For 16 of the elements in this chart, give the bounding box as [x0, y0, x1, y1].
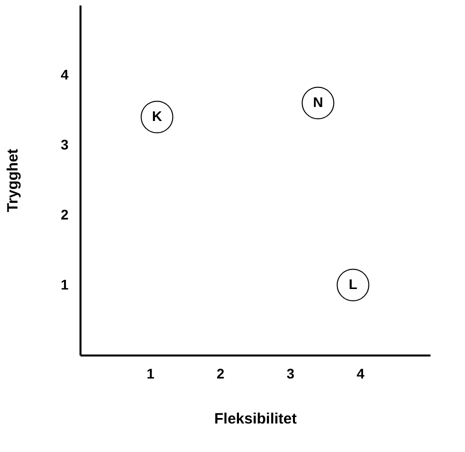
- y-axis-title: Trygghet: [4, 148, 22, 212]
- y-tick-label: 2: [60, 206, 69, 222]
- y-tick-label: 3: [60, 136, 69, 152]
- x-tick-label: 1: [146, 366, 155, 382]
- y-tick-label: 1: [60, 276, 69, 292]
- annotation: N: [312, 94, 324, 110]
- point: [336, 268, 370, 302]
- point: [140, 100, 174, 134]
- point: [302, 86, 334, 120]
- annotation: L: [348, 276, 358, 292]
- x-tick-label: 3: [286, 366, 295, 382]
- x-tick-label: 4: [356, 366, 365, 382]
- annotation: K: [152, 108, 162, 124]
- x-tick-label: 2: [216, 366, 225, 382]
- y-tick-label: 4: [60, 66, 69, 82]
- x-axis-title: Fleksibilitet: [214, 410, 297, 428]
